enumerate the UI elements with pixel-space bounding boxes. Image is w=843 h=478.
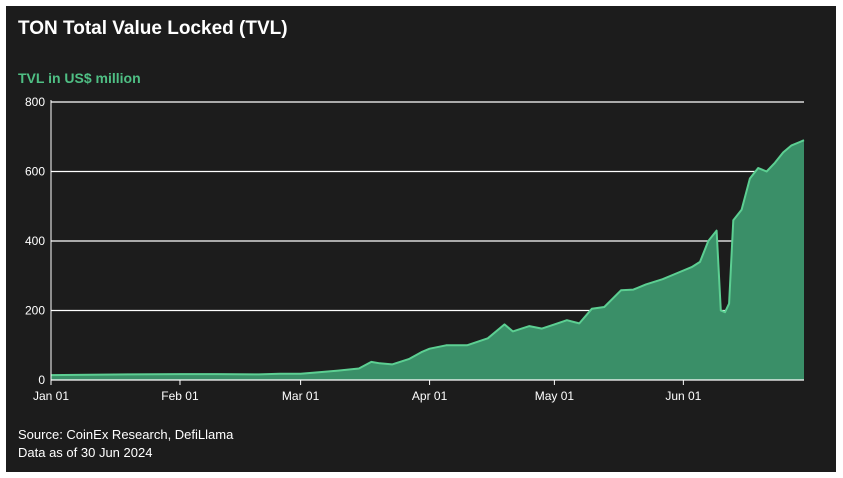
- tvl-line: [50, 139, 805, 377]
- date-note: Data as of 30 Jun 2024: [18, 445, 153, 460]
- chart-plot: 0 200 400 600 800 Jan 01 Feb 01 Mar 01 Apr 01 May…: [25, 95, 805, 403]
- x-tick-label: Apr 01: [412, 389, 448, 403]
- x-tick-label: Jun 01: [665, 389, 701, 403]
- x-tick-label: May 01: [535, 389, 575, 403]
- y-tick-label: 200: [25, 304, 45, 318]
- y-axis-label: TVL in US$ million: [18, 70, 141, 86]
- x-tick-label: Feb 01: [161, 389, 199, 403]
- x-tick-label: Mar 01: [282, 389, 320, 403]
- chart-title: TON Total Value Locked (TVL): [18, 18, 288, 39]
- chart-footer: Source: CoinEx Research, DefiLlama Data …: [18, 426, 233, 462]
- y-tick-label: 0: [38, 373, 45, 387]
- y-tick-label: 600: [25, 165, 45, 179]
- x-tick-label: Jan 01: [33, 389, 69, 403]
- y-tick-label: 400: [25, 234, 45, 248]
- chart-frame: TON Total Value Locked (TVL) TVL in US$ …: [6, 6, 836, 472]
- y-tick-label: 800: [25, 95, 45, 109]
- tvl-area: [51, 140, 804, 380]
- source-note: Source: CoinEx Research, DefiLlama: [18, 427, 234, 442]
